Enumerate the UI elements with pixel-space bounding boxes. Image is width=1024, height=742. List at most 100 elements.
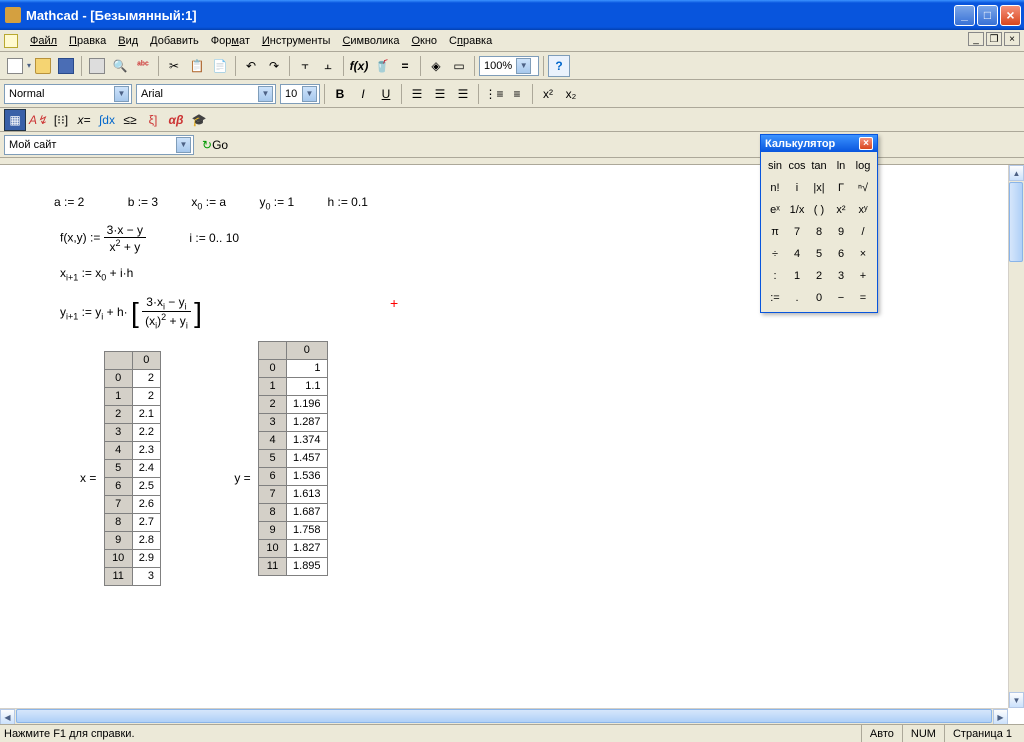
pal-btn-+[interactable]: + (852, 265, 874, 287)
open-button[interactable] (32, 55, 54, 77)
align-button[interactable]: ⫟ (294, 55, 316, 77)
new-button[interactable] (4, 55, 26, 77)
pal-btn-×[interactable]: × (852, 243, 874, 265)
menu-tools[interactable]: Инструменты (256, 33, 337, 49)
pal-btn-n![interactable]: n! (764, 177, 786, 199)
greek-palette-button[interactable]: αβ (165, 109, 187, 131)
pal-btn-2[interactable]: 2 (808, 265, 830, 287)
url-combo[interactable]: Мой сайт▼ (4, 135, 194, 155)
unit-button[interactable]: 🥤 (371, 55, 393, 77)
pal-btn-|x|[interactable]: |x| (808, 177, 830, 199)
pal-btn-:=[interactable]: := (764, 287, 786, 309)
maximize-button[interactable]: □ (977, 5, 998, 26)
scroll-right-button[interactable]: ▶ (993, 709, 1008, 725)
pal-btn-0[interactable]: 0 (808, 287, 830, 309)
hscroll-thumb[interactable] (16, 709, 992, 723)
mdi-close[interactable]: × (1004, 32, 1020, 46)
pal-btn-1/x[interactable]: 1/x (786, 199, 808, 221)
pal-btn-cos[interactable]: cos (786, 155, 808, 177)
paste-button[interactable]: 📄 (209, 55, 231, 77)
italic-button[interactable]: I (352, 83, 374, 105)
preview-button[interactable]: 🔍 (109, 55, 131, 77)
close-button[interactable]: × (1000, 5, 1021, 26)
insert-button[interactable]: ▭ (448, 55, 470, 77)
cut-button[interactable]: ✂ (163, 55, 185, 77)
scroll-thumb[interactable] (1009, 182, 1023, 262)
symbolic-palette-button[interactable]: 🎓 (188, 109, 210, 131)
component-button[interactable]: ◈ (425, 55, 447, 77)
mdi-minimize[interactable]: _ (968, 32, 984, 46)
align-center-button[interactable]: ☰ (429, 83, 451, 105)
pal-btn-7[interactable]: 7 (786, 221, 808, 243)
pal-btn-5[interactable]: 5 (808, 243, 830, 265)
pal-btn-:[interactable]: : (764, 265, 786, 287)
scroll-down-button[interactable]: ▼ (1009, 692, 1024, 708)
prog-palette-button[interactable]: ξ] (142, 109, 164, 131)
print-button[interactable] (86, 55, 108, 77)
align-right-button[interactable]: ☰ (452, 83, 474, 105)
scroll-left-button[interactable]: ◀ (0, 709, 15, 725)
eval-palette-button[interactable]: x= (73, 109, 95, 131)
pal-btn-1[interactable]: 1 (786, 265, 808, 287)
pal-btn-log[interactable]: log (852, 155, 874, 177)
save-button[interactable] (55, 55, 77, 77)
pal-btn-=[interactable]: = (852, 287, 874, 309)
numbering-button[interactable]: ≡ (506, 83, 528, 105)
pal-btn-eˣ[interactable]: eˣ (764, 199, 786, 221)
menu-view[interactable]: Вид (112, 33, 144, 49)
align2-button[interactable]: ⫠ (317, 55, 339, 77)
calculator-palette[interactable]: Калькулятор × sincostanlnlogn!i|x|Γⁿ√eˣ1… (760, 134, 878, 313)
pal-btn-x²[interactable]: x² (830, 199, 852, 221)
pal-btn-( )[interactable]: ( ) (808, 199, 830, 221)
zoom-combo[interactable]: 100%▼ (479, 56, 539, 76)
menu-symbolics[interactable]: Символика (336, 33, 405, 49)
undo-button[interactable]: ↶ (240, 55, 262, 77)
align-left-button[interactable]: ☰ (406, 83, 428, 105)
style-combo[interactable]: Normal▼ (4, 84, 132, 104)
underline-button[interactable]: U (375, 83, 397, 105)
minimize-button[interactable]: _ (954, 5, 975, 26)
menu-format[interactable]: Формат (205, 33, 256, 49)
pal-btn-π[interactable]: π (764, 221, 786, 243)
matrix-palette-button[interactable]: [⁝⁝] (50, 109, 72, 131)
pal-btn-9[interactable]: 9 (830, 221, 852, 243)
subscript-button[interactable]: x₂ (560, 83, 582, 105)
pal-btn-ln[interactable]: ln (830, 155, 852, 177)
pal-btn-Γ[interactable]: Γ (830, 177, 852, 199)
calc-button[interactable]: = (394, 55, 416, 77)
pal-btn-.[interactable]: . (786, 287, 808, 309)
copy-button[interactable]: 📋 (186, 55, 208, 77)
palette-titlebar[interactable]: Калькулятор × (761, 135, 877, 152)
menu-edit[interactable]: Правка (63, 33, 112, 49)
bool-palette-button[interactable]: ≤≥ (119, 109, 141, 131)
spellcheck-button[interactable]: ᵃᵇᶜ (132, 55, 154, 77)
pal-btn-ⁿ√[interactable]: ⁿ√ (852, 177, 874, 199)
superscript-button[interactable]: x² (537, 83, 559, 105)
mdi-restore[interactable]: ❐ (986, 32, 1002, 46)
menu-file[interactable]: Файл (24, 33, 63, 49)
pal-btn-xʸ[interactable]: xʸ (852, 199, 874, 221)
go-button[interactable]: ↻Go (195, 134, 235, 156)
menu-insert[interactable]: Добавить (144, 33, 205, 49)
menu-help[interactable]: Справка (443, 33, 498, 49)
pal-btn-i[interactable]: i (786, 177, 808, 199)
pal-btn-÷[interactable]: ÷ (764, 243, 786, 265)
pal-btn-−[interactable]: − (830, 287, 852, 309)
graph-palette-button[interactable]: A↯ (27, 109, 49, 131)
vertical-scrollbar[interactable]: ▲ ▼ (1008, 165, 1024, 708)
menu-window[interactable]: Окно (405, 33, 443, 49)
size-combo[interactable]: 10▼ (280, 84, 320, 104)
help-button[interactable]: ? (548, 55, 570, 77)
palette-close-button[interactable]: × (859, 137, 873, 150)
pal-btn-sin[interactable]: sin (764, 155, 786, 177)
pal-btn-tan[interactable]: tan (808, 155, 830, 177)
scroll-up-button[interactable]: ▲ (1009, 165, 1024, 181)
pal-btn-3[interactable]: 3 (830, 265, 852, 287)
pal-btn-8[interactable]: 8 (808, 221, 830, 243)
bold-button[interactable]: B (329, 83, 351, 105)
horizontal-scrollbar[interactable]: ◀ ▶ (0, 708, 1008, 724)
pal-btn-4[interactable]: 4 (786, 243, 808, 265)
fx-button[interactable]: f(x) (348, 55, 370, 77)
pal-btn-/[interactable]: / (852, 221, 874, 243)
font-combo[interactable]: Arial▼ (136, 84, 276, 104)
